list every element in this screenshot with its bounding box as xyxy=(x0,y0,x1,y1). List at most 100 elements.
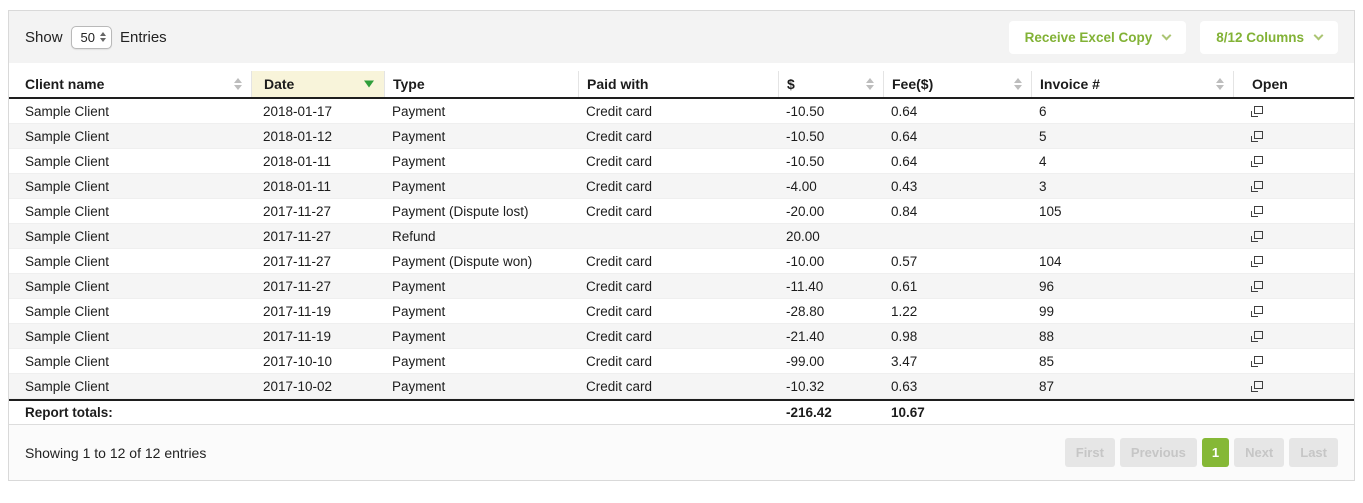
cell-open xyxy=(1233,199,1354,223)
cell-paid-with: Credit card xyxy=(586,128,653,144)
cell-open xyxy=(1233,99,1354,123)
cell-client-name: Sample Client xyxy=(25,103,110,119)
cell-date: 2017-10-10 xyxy=(263,353,333,369)
open-record-icon[interactable] xyxy=(1251,255,1263,267)
cell-client-name: Sample Client xyxy=(25,153,110,169)
totals-amount: -216.42 xyxy=(786,405,832,420)
column-header-type[interactable]: Type xyxy=(384,71,578,97)
page-size-value: 50 xyxy=(80,29,95,45)
column-header-open: Open xyxy=(1233,71,1354,97)
column-label: Date xyxy=(264,76,295,92)
open-record-icon[interactable] xyxy=(1251,130,1263,142)
cell-date: 2018-01-11 xyxy=(263,178,332,194)
chevron-down-icon xyxy=(1161,30,1172,40)
cell-open xyxy=(1233,174,1354,198)
table-row: Sample Client 2017-11-27 Payment (Disput… xyxy=(9,249,1354,274)
receive-excel-copy-button[interactable]: Receive Excel Copy xyxy=(1008,20,1187,54)
column-header-fee[interactable]: Fee($) xyxy=(883,71,1031,97)
table-footer: Showing 1 to 12 of 12 entries First Prev… xyxy=(9,425,1354,480)
showing-entries-text: Showing 1 to 12 of 12 entries xyxy=(25,444,207,461)
cell-invoice: 85 xyxy=(1039,353,1055,369)
cell-fee: 0.64 xyxy=(891,103,918,119)
cell-invoice: 99 xyxy=(1039,303,1055,319)
cell-fee: 0.84 xyxy=(891,203,918,219)
cell-fee xyxy=(883,224,1031,248)
cell-type: Payment xyxy=(392,153,446,169)
cell-fee: 0.57 xyxy=(891,253,918,269)
open-record-icon[interactable] xyxy=(1251,155,1263,167)
cell-paid-with: Credit card xyxy=(586,153,653,169)
table-row: Sample Client 2017-10-10 Payment Credit … xyxy=(9,349,1354,374)
cell-paid-with: Credit card xyxy=(586,103,653,119)
cell-amount: -10.50 xyxy=(786,128,825,144)
table-row: Sample Client 2017-11-27 Refund 20.00 xyxy=(9,224,1354,249)
open-record-icon[interactable] xyxy=(1251,355,1263,367)
sort-icon xyxy=(234,78,242,90)
table-row: Sample Client 2017-11-27 Payment (Disput… xyxy=(9,199,1354,224)
column-header-paid-with[interactable]: Paid with xyxy=(578,71,778,97)
pagination-previous-button[interactable]: Previous xyxy=(1119,438,1197,467)
page-size-select[interactable]: 50 xyxy=(70,25,112,49)
column-header-invoice[interactable]: Invoice # xyxy=(1031,71,1233,97)
cell-fee: 0.63 xyxy=(891,378,918,394)
open-record-icon[interactable] xyxy=(1251,305,1263,317)
cell-fee: 0.64 xyxy=(891,153,918,169)
pagination-first-button[interactable]: First xyxy=(1064,438,1115,467)
cell-type: Payment xyxy=(392,278,446,294)
cell-date: 2017-11-27 xyxy=(263,278,332,294)
cell-open xyxy=(1233,349,1354,373)
sort-icon xyxy=(1216,78,1224,90)
open-record-icon[interactable] xyxy=(1251,205,1263,217)
cell-invoice: 87 xyxy=(1039,378,1055,394)
cell-amount: -10.50 xyxy=(786,153,825,169)
cell-client-name: Sample Client xyxy=(25,128,110,144)
cell-amount: -99.00 xyxy=(786,353,825,369)
cell-invoice: 4 xyxy=(1039,153,1047,169)
cell-fee: 1.22 xyxy=(891,303,918,319)
cell-open xyxy=(1233,224,1354,248)
cell-date: 2018-01-11 xyxy=(263,153,332,169)
totals-label: Report totals: xyxy=(25,405,113,420)
cell-invoice: 104 xyxy=(1039,253,1062,269)
pagination-last-button[interactable]: Last xyxy=(1289,438,1338,467)
cell-invoice: 88 xyxy=(1039,328,1055,344)
cell-paid-with: Credit card xyxy=(586,178,653,194)
open-record-icon[interactable] xyxy=(1251,105,1263,117)
pagination: First Previous 1 Next Last xyxy=(1064,438,1338,467)
column-label: Open xyxy=(1252,76,1288,92)
pagination-next-button[interactable]: Next xyxy=(1234,438,1285,467)
table-row: Sample Client 2018-01-11 Payment Credit … xyxy=(9,149,1354,174)
cell-amount: -28.80 xyxy=(786,303,825,319)
column-header-date[interactable]: Date xyxy=(251,71,384,97)
cell-amount: -21.40 xyxy=(786,328,825,344)
table-row: Sample Client 2017-11-19 Payment Credit … xyxy=(9,324,1354,349)
cell-date: 2017-11-19 xyxy=(263,303,332,319)
cell-open xyxy=(1233,299,1354,323)
cell-client-name: Sample Client xyxy=(25,178,110,194)
cell-client-name: Sample Client xyxy=(25,253,110,269)
columns-selector-button[interactable]: 8/12 Columns xyxy=(1200,20,1338,54)
cell-paid-with: Credit card xyxy=(586,328,653,344)
cell-open xyxy=(1233,124,1354,148)
open-record-icon[interactable] xyxy=(1251,280,1263,292)
table-row: Sample Client 2017-11-27 Payment Credit … xyxy=(9,274,1354,299)
cell-type: Payment xyxy=(392,353,446,369)
column-label: Client name xyxy=(25,76,105,92)
open-record-icon[interactable] xyxy=(1251,180,1263,192)
chevron-down-icon xyxy=(1313,30,1324,40)
column-header-client-name[interactable]: Client name xyxy=(9,71,251,97)
cell-client-name: Sample Client xyxy=(25,203,110,219)
columns-selector-label: 8/12 Columns xyxy=(1216,29,1304,45)
pagination-page-1-button[interactable]: 1 xyxy=(1201,438,1230,467)
show-label: Show xyxy=(25,28,63,46)
table-row: Sample Client 2017-10-02 Payment Credit … xyxy=(9,374,1354,399)
table-header-row: Client name Date Type Paid with $ Fee($)… xyxy=(9,71,1354,99)
column-header-amount[interactable]: $ xyxy=(778,71,883,97)
open-record-icon[interactable] xyxy=(1251,380,1263,392)
table-row: Sample Client 2018-01-12 Payment Credit … xyxy=(9,124,1354,149)
cell-invoice: 5 xyxy=(1039,128,1047,144)
cell-fee: 0.61 xyxy=(891,278,918,294)
open-record-icon[interactable] xyxy=(1251,330,1263,342)
spacer xyxy=(9,63,1354,71)
open-record-icon[interactable] xyxy=(1251,230,1263,242)
